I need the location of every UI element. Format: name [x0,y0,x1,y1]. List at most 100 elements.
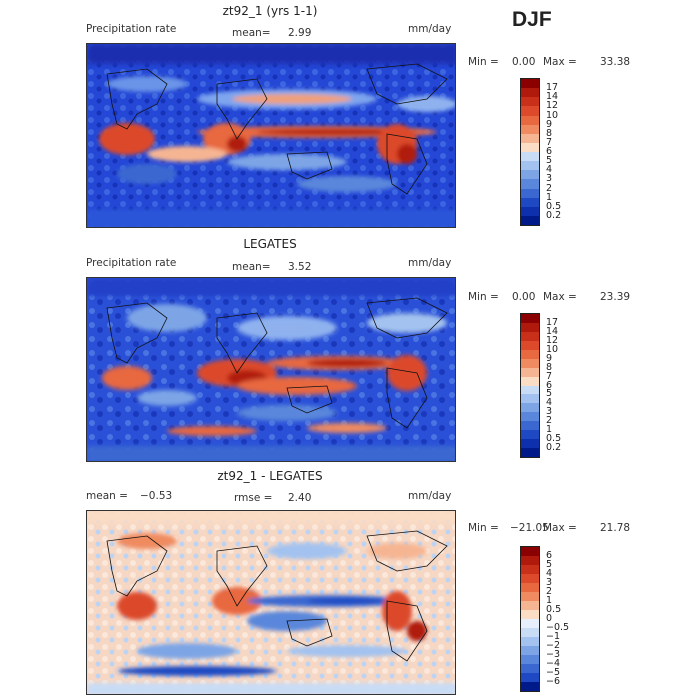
panel3-units: mm/day [408,490,452,502]
colorbar-swatch [521,152,539,162]
colorbar-swatch [521,322,539,332]
colorbar-tick-label: −5 [546,667,561,678]
panel1-variable-label: Precipitation rate [86,23,177,35]
colorbar-swatch [521,592,539,601]
colorbar-swatch [521,385,539,395]
panel1-min-label: Min = [468,56,499,68]
panel2-mean-value: 3.52 [288,261,312,273]
colorbar-swatch [521,340,539,350]
colorbar-swatch [521,170,539,180]
colorbar-tick-label: 14 [546,325,559,337]
colorbar-swatch [521,206,539,216]
panel1-max-label: Max = [543,56,577,68]
colorbar-tick-label: 7 [546,136,553,148]
colorbar-tick-label: 12 [546,100,559,112]
colorbar-swatch [521,403,539,413]
colorbar-swatch [521,349,539,359]
colorbar-tick-label: 1 [546,424,553,436]
colorbar-swatch [521,394,539,404]
colorbar-swatch [521,367,539,377]
colorbar-swatch [521,547,539,556]
panel1-title: zt92_1 (yrs 1-1) [222,4,318,18]
colorbar-tick-label: 14 [546,91,559,103]
colorbar-tick-label: 17 [546,82,559,94]
colorbar-tick-label: 6 [546,146,553,157]
colorbar-tick-label: 8 [546,127,553,139]
colorbar-swatch [521,188,539,198]
panel3-rmse-label: rmse = [234,492,273,504]
panel3-map [86,510,456,695]
colorbar-tick-label: 3 [546,406,553,418]
colorbar-tick-label: −2 [546,640,561,651]
colorbar-swatch [521,97,539,107]
panel1-mean-value: 2.99 [288,27,312,39]
colorbar-swatch [521,179,539,189]
colorbar-tick-label: 0.5 [546,200,562,212]
colorbar-tick-label: 0.2 [546,442,562,454]
panel3-mean-value: −0.53 [140,490,173,502]
panel3-max-value: 21.78 [600,522,631,534]
colorbar-swatch [521,124,539,134]
panel3-rmse-value: 2.40 [288,492,312,504]
season-label: DJF [512,8,552,31]
colorbar-swatch [521,115,539,125]
colorbar-tick-label: −4 [546,658,561,669]
colorbar-swatch [521,421,539,431]
colorbar-tick-label: 4 [546,164,553,176]
colorbar-tick-label: 0.5 [546,604,562,615]
panel2-units: mm/day [408,257,452,269]
panel2-variable-label: Precipitation rate [86,257,177,269]
colorbar-swatch [521,556,539,565]
colorbar-swatch [521,655,539,664]
colorbar-tick-label: 10 [546,343,559,355]
colorbar-swatch [521,610,539,619]
panel2-title: LEGATES [243,237,297,251]
colorbar-swatch [521,331,539,341]
colorbar-tick-label: 2 [546,586,553,597]
panel3-mean-label: mean = [86,490,128,502]
panel3-min-label: Min = [468,522,499,534]
colorbar-swatch [521,628,539,637]
colorbar-tick-label: 3 [546,577,553,588]
colorbar-swatch [521,664,539,673]
colorbar-tick-label: 5 [546,559,553,570]
colorbar-tick-label: 1 [546,595,553,606]
panel3-max-label: Max = [543,522,577,534]
colorbar-tick-label: 4 [546,397,553,409]
colorbar-tick-label: −1 [546,631,561,642]
colorbar-swatch [521,142,539,152]
colorbar-swatch [521,358,539,368]
colorbar-swatch [521,619,539,628]
colorbar-tick-label: 0.2 [546,209,562,221]
panel1-colorbar [520,78,540,226]
colorbar-swatch [521,637,539,646]
colorbar-swatch [521,376,539,386]
colorbar-swatch [521,133,539,143]
colorbar-swatch [521,673,539,682]
colorbar-tick-label: 9 [546,118,553,130]
colorbar-swatch [521,412,539,422]
colorbar-tick-label: 3 [546,173,553,185]
colorbar-tick-label: 1 [546,191,553,203]
colorbar-swatch [521,448,539,457]
colorbar-tick-label: 5 [546,155,553,167]
panel3-title: zt92_1 - LEGATES [217,469,323,483]
colorbar-tick-label: 8 [546,361,553,373]
colorbar-tick-label: 0.5 [546,433,562,445]
colorbar-swatch [521,197,539,207]
colorbar-tick-label: 6 [546,550,553,561]
colorbar-tick-label: −0.5 [546,622,570,633]
panel1-units: mm/day [408,23,452,35]
colorbar-tick-label: 6 [546,379,553,391]
colorbar-tick-label: 10 [546,109,559,121]
colorbar-swatch [521,430,539,440]
colorbar-tick-label: 2 [546,415,553,427]
colorbar-swatch [521,646,539,655]
panel2-colorbar [520,313,540,458]
panel3-min-value: −21.05 [510,522,549,534]
panel3-colorbar [520,546,540,692]
panel2-max-label: Max = [543,291,577,303]
panel2-max-value: 23.39 [600,291,631,303]
colorbar-tick-label: 7 [546,370,553,382]
panel1-map [86,43,456,228]
